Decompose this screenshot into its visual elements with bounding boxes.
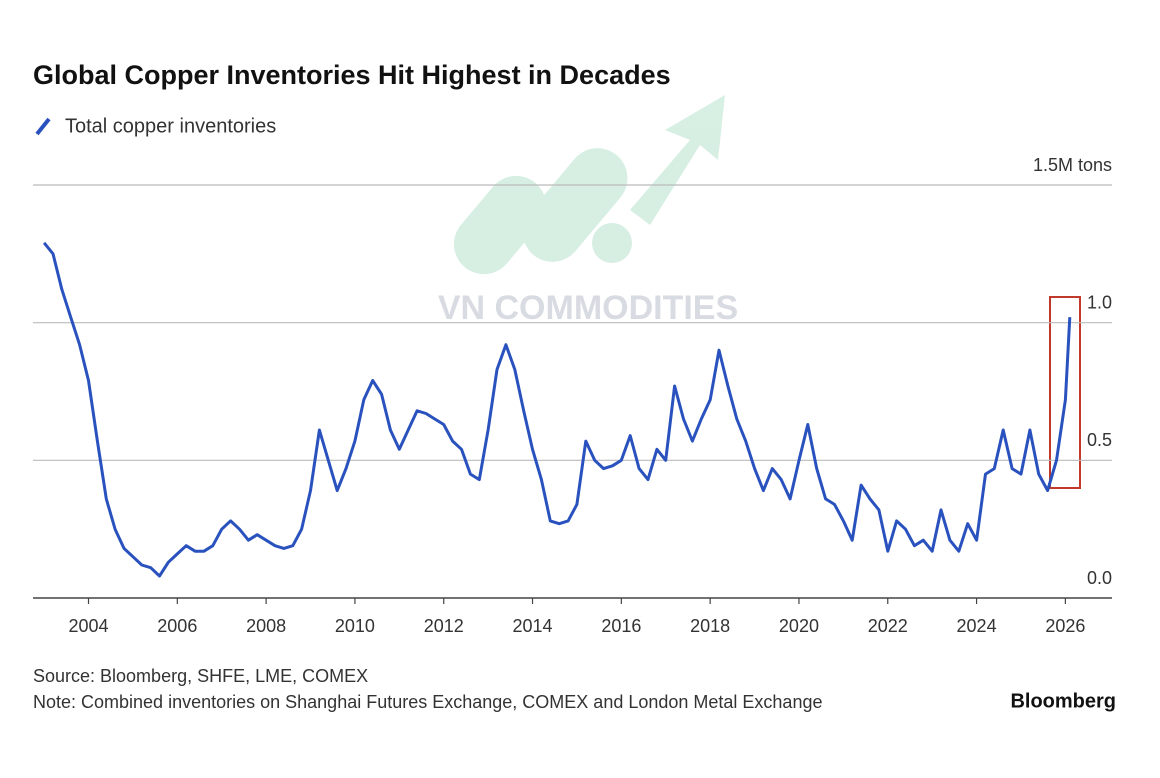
chart-title: Global Copper Inventories Hit Highest in…	[33, 60, 671, 90]
highlight-box	[1049, 296, 1081, 489]
x-tick-label: 2024	[957, 616, 997, 636]
x-tick-label: 2006	[157, 616, 197, 636]
x-tick-label: 2014	[513, 616, 553, 636]
watermark-text: VN COMMODITIES	[438, 289, 738, 327]
data-line	[42, 241, 1072, 578]
footnote: Note: Combined inventories on Shanghai F…	[33, 692, 822, 712]
y-tick-label: 1.0	[1087, 292, 1112, 312]
x-tick-label: 2016	[601, 616, 641, 636]
y-tick-label: 1.5M tons	[1033, 155, 1112, 175]
x-tick-label: 2018	[690, 616, 730, 636]
y-tick-label: 0.0	[1087, 568, 1112, 588]
legend-swatch	[35, 117, 51, 136]
watermark-graphic	[453, 95, 725, 275]
x-tick-label: 2004	[68, 616, 108, 636]
source-note: Source: Bloomberg, SHFE, LME, COMEX	[33, 666, 368, 686]
brand: Bloomberg	[1010, 690, 1116, 712]
x-tick-label: 2022	[868, 616, 908, 636]
x-tick-label: 2008	[246, 616, 286, 636]
x-tick-label: 2012	[424, 616, 464, 636]
x-tick-label: 2026	[1045, 616, 1085, 636]
x-tick-label: 2020	[779, 616, 819, 636]
y-tick-label: 0.5	[1087, 430, 1112, 450]
legend-label: Total copper inventories	[65, 115, 276, 137]
x-tick-label: 2010	[335, 616, 375, 636]
